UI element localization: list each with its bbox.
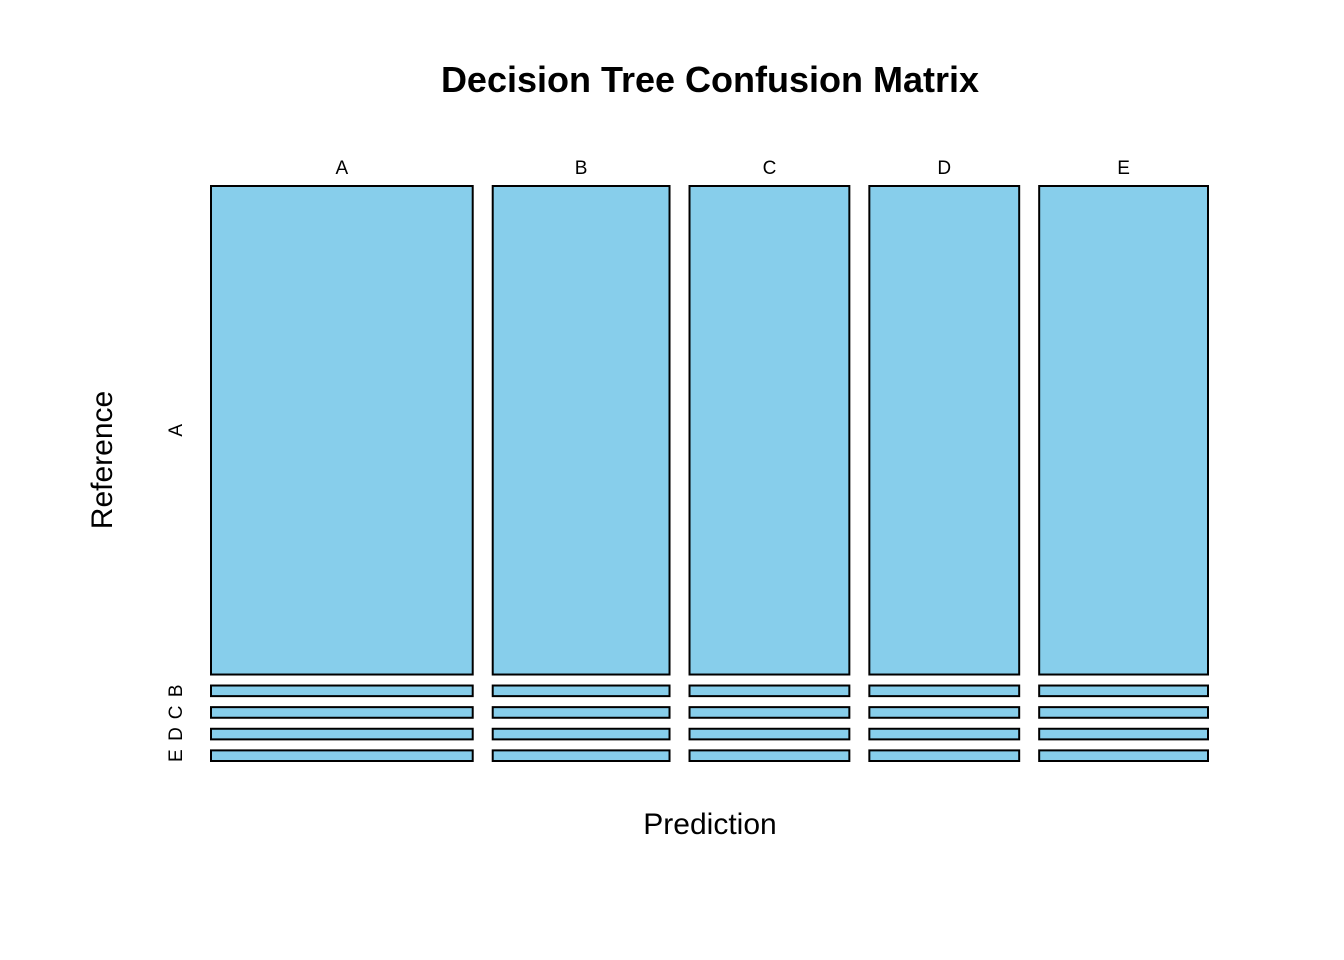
cell-pred-a-ref-c <box>210 706 474 719</box>
x-tick-label-b: B <box>575 158 588 179</box>
y-axis-label: Reference <box>86 391 119 529</box>
cell-pred-c-ref-b <box>688 684 851 698</box>
y-tick-label-e: E <box>166 749 187 762</box>
cell-pred-b-ref-c <box>491 706 671 719</box>
cell-pred-e-ref-d <box>1038 727 1209 741</box>
cell-pred-c-ref-c <box>688 706 851 719</box>
cell-pred-d-ref-a <box>868 185 1021 676</box>
cell-pred-c-ref-a <box>688 185 851 676</box>
x-axis-label: Prediction <box>643 808 776 841</box>
cell-pred-a-ref-e <box>210 749 474 763</box>
cell-pred-b-ref-a <box>491 185 671 676</box>
cell-pred-e-ref-a <box>1038 185 1209 676</box>
x-tick-label-a: A <box>336 158 349 179</box>
cell-pred-d-ref-b <box>868 684 1021 698</box>
y-tick-label-d: D <box>166 727 187 741</box>
cell-pred-c-ref-d <box>688 727 851 741</box>
cell-pred-b-ref-b <box>491 684 671 698</box>
y-tick-label-a: A <box>166 424 187 437</box>
cell-pred-a-ref-a <box>210 185 474 676</box>
cell-pred-e-ref-e <box>1038 749 1209 763</box>
cell-pred-b-ref-e <box>491 749 671 763</box>
cell-pred-d-ref-d <box>868 727 1021 741</box>
cell-pred-a-ref-b <box>210 684 474 698</box>
x-tick-label-e: E <box>1117 158 1130 179</box>
cell-pred-d-ref-c <box>868 706 1021 719</box>
cell-pred-d-ref-e <box>868 749 1021 763</box>
cell-pred-e-ref-b <box>1038 684 1209 698</box>
cell-pred-c-ref-e <box>688 749 851 763</box>
cell-pred-a-ref-d <box>210 727 474 741</box>
cell-pred-b-ref-d <box>491 727 671 741</box>
x-tick-label-c: C <box>763 158 777 179</box>
cell-pred-e-ref-c <box>1038 706 1209 719</box>
y-tick-label-c: C <box>166 706 187 720</box>
x-tick-label-d: D <box>937 158 951 179</box>
chart-title: Decision Tree Confusion Matrix <box>441 59 979 100</box>
y-tick-label-b: B <box>166 684 187 697</box>
